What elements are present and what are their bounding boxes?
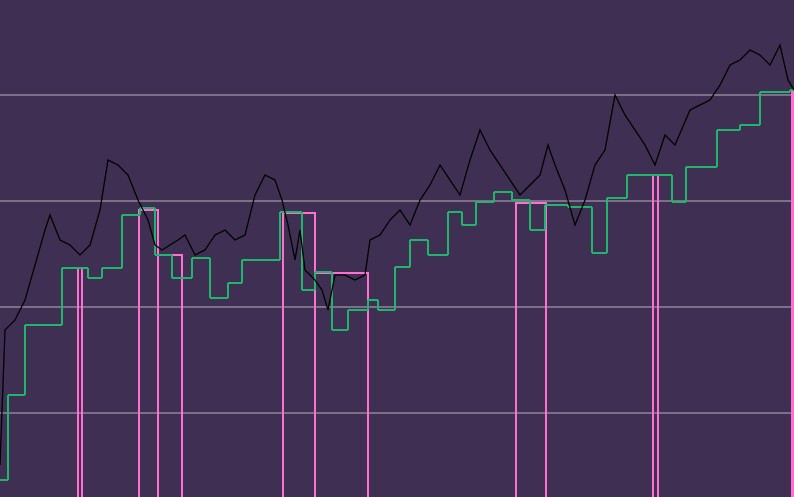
level-marker <box>791 91 794 497</box>
level-marker <box>314 272 369 497</box>
price-line <box>0 43 794 466</box>
